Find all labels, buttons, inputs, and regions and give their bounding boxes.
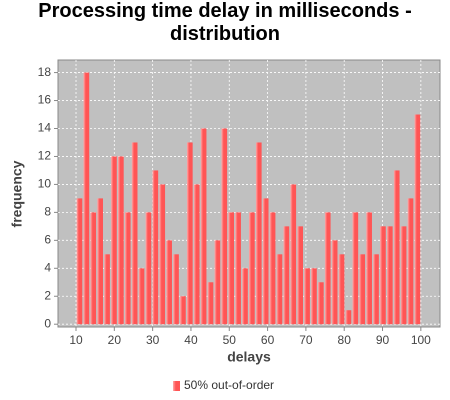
bar [297,226,303,325]
bar [269,212,276,325]
x-tick-label: 50 [223,333,237,347]
bar [345,310,352,325]
y-tick-label: 14 [38,121,52,135]
bar [400,226,407,325]
bar [124,212,131,325]
bar [76,198,83,325]
bar [111,156,117,325]
bar [83,72,90,325]
y-tick-label: 2 [44,288,51,302]
bar [193,184,200,325]
bar [235,212,241,325]
bar [207,282,214,325]
bar [414,114,421,325]
bar [152,170,159,325]
bar [214,240,221,325]
bar [228,212,235,325]
bar [242,268,248,325]
x-tick-label: 70 [299,333,313,347]
legend-label: 50% out-of-order [184,378,274,392]
y-tick-label: 18 [38,65,52,79]
bar [131,142,138,325]
bar [186,142,193,325]
bar [145,212,152,325]
bar [283,226,290,325]
y-tick-label: 12 [38,149,52,163]
bar [159,184,166,325]
bar [262,198,269,325]
bar [380,226,386,325]
bar [180,296,186,325]
bar [317,282,324,325]
y-tick-label: 0 [44,316,51,330]
bar [311,268,317,325]
bar [200,128,207,325]
x-tick-label: 30 [146,333,160,347]
bar [338,254,345,325]
y-tick-label: 6 [44,233,51,247]
bar [97,198,103,325]
x-tick-label: 100 [411,333,431,347]
bar [117,156,124,325]
x-tick-label: 20 [108,333,122,347]
bar [407,198,414,325]
bar [255,142,262,325]
bar [393,170,400,325]
bar [166,240,172,325]
bar [221,128,228,325]
bar [373,254,379,325]
x-tick-label: 80 [338,333,352,347]
bar [249,212,255,325]
chart-title: Processing time delay in milliseconds - … [38,0,412,45]
x-tick-label: 10 [69,333,83,347]
bar [304,268,310,325]
bar [324,212,331,325]
y-tick-label: 8 [44,205,51,219]
bar [138,268,145,325]
bar [386,226,393,325]
y-tick-label: 4 [44,260,51,274]
x-tick-label: 90 [376,333,390,347]
y-tick-label: 16 [38,93,52,107]
bar [331,240,338,325]
x-tick-label: 40 [184,333,198,347]
bar [276,254,283,325]
y-tick-label: 10 [38,177,52,191]
bar [104,254,110,325]
y-axis-label: frequency [9,160,25,227]
bar [359,254,366,325]
x-axis-label: delays [227,349,271,365]
bar [352,212,359,325]
bar [366,212,372,325]
legend-swatch [173,381,180,391]
x-tick-label: 60 [261,333,275,347]
bar [173,254,179,325]
bar [90,212,97,325]
bar [290,184,297,325]
